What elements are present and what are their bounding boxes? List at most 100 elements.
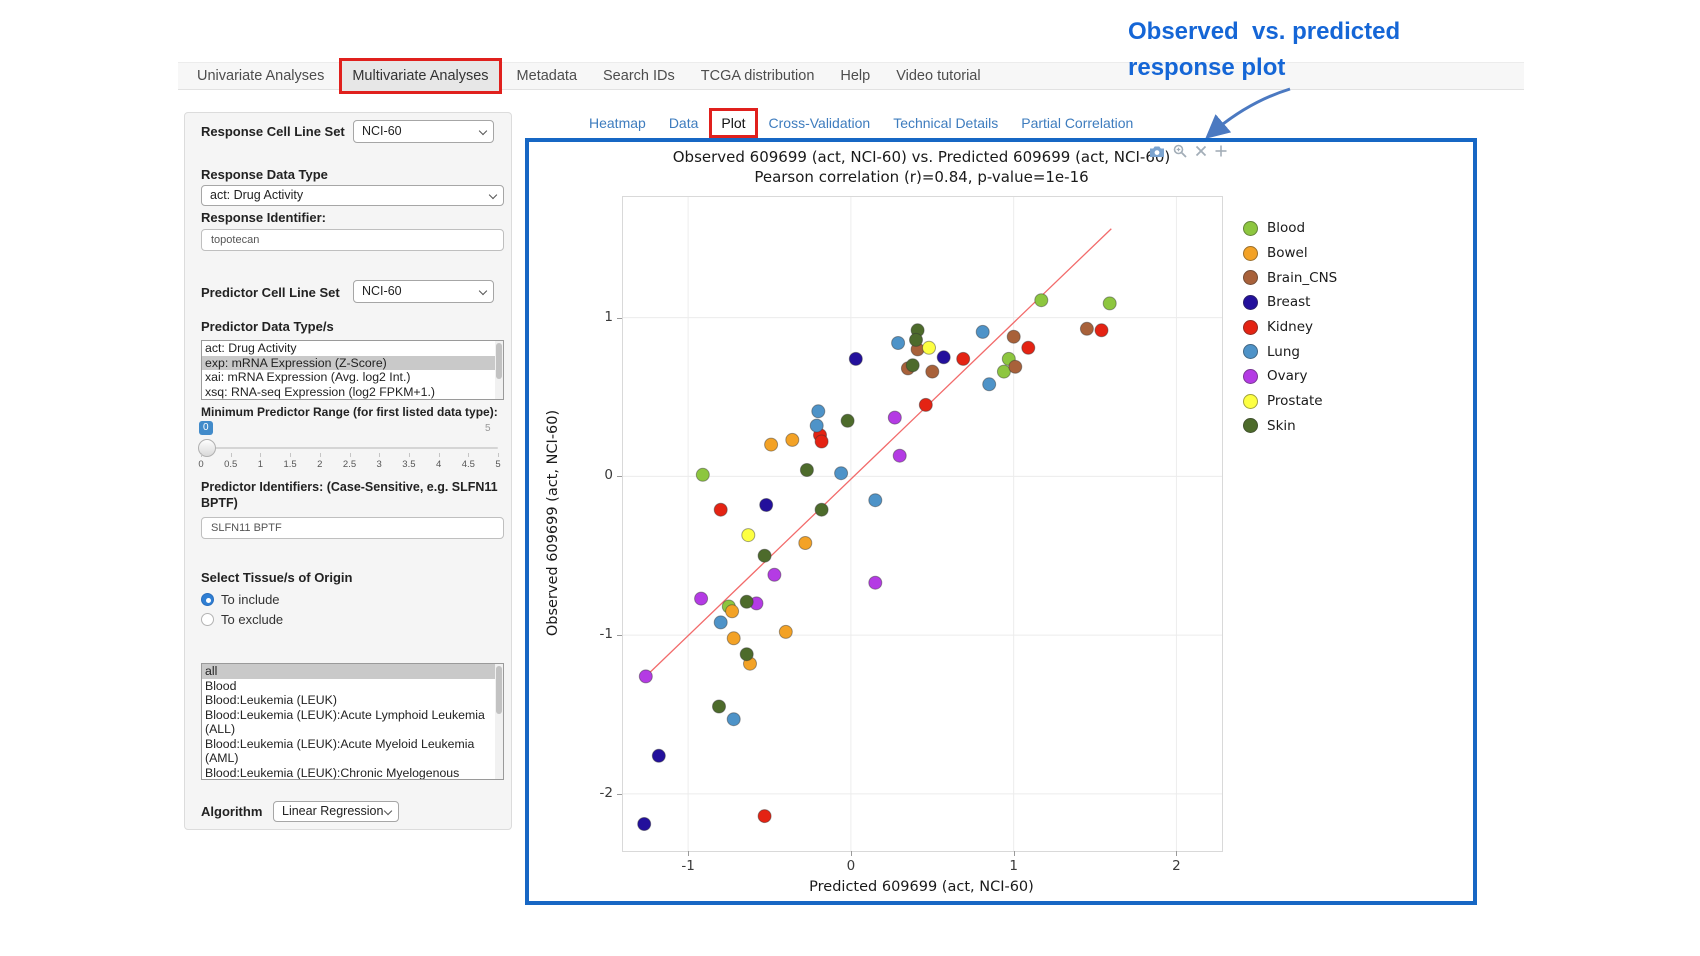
legend-item-prostate[interactable]: Prostate [1243, 389, 1337, 414]
response-cell-line-set-label: Response Cell Line Set [201, 124, 345, 139]
zoom-icon[interactable] [1173, 144, 1187, 158]
data-point-bowel [798, 536, 813, 550]
data-point-brain-cns [925, 364, 940, 379]
scrollbar[interactable] [495, 664, 503, 779]
legend-item-breast[interactable]: Breast [1243, 290, 1337, 315]
nav-item-multivariate-analyses[interactable]: Multivariate Analyses [339, 58, 502, 94]
list-option[interactable]: Blood:Leukemia (LEUK):Acute Lymphoid Leu… [205, 707, 485, 737]
data-point-kidney [757, 809, 772, 824]
legend-item-kidney[interactable]: Kidney [1243, 315, 1337, 340]
nav-item-search-ids[interactable]: Search IDs [603, 68, 675, 84]
response-data-type-value: act: Drug Activity [210, 188, 304, 202]
data-point-lung [868, 493, 883, 508]
nav-item-univariate-analyses[interactable]: Univariate Analyses [197, 68, 325, 84]
predictor-cell-line-set-value: NCI-60 [362, 284, 402, 298]
slider-tick-label: 0 [198, 459, 204, 470]
list-option[interactable]: Blood:Leukemia (LEUK):Chronic Myelogenou… [205, 765, 460, 780]
legend-item-brain-cns[interactable]: Brain_CNS [1243, 265, 1337, 290]
data-point-breast [637, 817, 652, 831]
data-point-skin [739, 647, 754, 662]
legend-item-blood[interactable]: Blood [1243, 216, 1337, 241]
data-point-bowel [778, 624, 793, 639]
data-point-breast [936, 350, 951, 365]
radio-to-exclude[interactable]: To exclude [201, 609, 283, 629]
legend-item-ovary[interactable]: Ovary [1243, 364, 1337, 389]
data-point-lung [726, 712, 741, 727]
data-point-skin [739, 594, 754, 609]
y-tick-label: 1 [604, 308, 613, 325]
legend-label: Lung [1267, 343, 1300, 360]
list-option[interactable]: act: Drug Activity [205, 341, 297, 355]
legend-item-bowel[interactable]: Bowel [1243, 241, 1337, 266]
list-option[interactable]: Blood:Leukemia (LEUK) [205, 693, 337, 707]
chevron-down-icon [488, 190, 498, 200]
algorithm-select[interactable]: Linear Regression [273, 801, 399, 822]
radio-button-icon[interactable] [201, 612, 214, 626]
response-cell-line-set-select[interactable]: NCI-60 [353, 120, 494, 143]
legend-item-lung[interactable]: Lung [1243, 339, 1337, 364]
nav-item-video-tutorial[interactable]: Video tutorial [896, 68, 981, 84]
legend-item-skin[interactable]: Skin [1243, 414, 1337, 439]
annotation-line1: Observed vs. predicted [1128, 18, 1401, 45]
data-point-bowel [764, 437, 779, 452]
tab-data[interactable]: Data [668, 115, 699, 131]
response-identifier-input[interactable]: topotecan [201, 229, 504, 251]
chart-title: Observed 609699 (act, NCI-60) vs. Predic… [672, 148, 1171, 166]
list-option[interactable]: xai: mRNA Expression (Avg. log2 Int.) [205, 370, 411, 384]
chevron-down-icon [478, 286, 488, 296]
close-icon[interactable] [1195, 145, 1207, 157]
list-option[interactable]: all [202, 664, 495, 679]
data-point-ovary [694, 591, 709, 606]
radio-button-icon[interactable] [201, 592, 214, 606]
tab-technical-details[interactable]: Technical Details [893, 115, 999, 131]
response-identifier-label: Response Identifier: [201, 210, 326, 225]
data-point-skin [814, 502, 829, 517]
predictor-identifiers-input[interactable]: SLFN11 BPTF [201, 517, 504, 539]
nav-item-tcga-distribution[interactable]: TCGA distribution [700, 68, 815, 84]
annotation-text: Observed vs. predicted response plot [1128, 14, 1400, 86]
predictor-cell-line-set-select[interactable]: NCI-60 [353, 280, 494, 303]
data-point-kidney [1094, 323, 1109, 338]
legend-dot-icon [1243, 418, 1258, 434]
legend-dot-icon [1243, 245, 1258, 261]
legend-dot-icon [1243, 393, 1258, 409]
algorithm-label: Algorithm [201, 804, 263, 819]
data-point-ovary [887, 410, 902, 425]
data-point-kidney [918, 397, 933, 412]
radio-to-include[interactable]: To include [201, 589, 283, 609]
tab-partial-correlation[interactable]: Partial Correlation [1021, 115, 1134, 131]
data-point-breast [651, 748, 666, 763]
nav-item-help[interactable]: Help [840, 68, 871, 84]
camera-icon[interactable] [1149, 145, 1165, 158]
slider-handle[interactable] [198, 439, 216, 457]
list-option[interactable]: exp: mRNA Expression (Z-Score) [202, 355, 495, 370]
data-point-kidney [814, 434, 829, 449]
crosshair-icon[interactable] [1215, 145, 1227, 157]
slider-tick-label: 3 [376, 459, 382, 470]
data-point-lung [982, 377, 997, 392]
radio-label: To exclude [221, 611, 284, 627]
slider-tick-label: 3.5 [402, 459, 416, 470]
data-point-bowel [726, 631, 741, 646]
tab-plot[interactable]: Plot [709, 108, 758, 138]
tab-heatmap[interactable]: Heatmap [589, 115, 646, 131]
slider-track[interactable] [201, 447, 498, 449]
legend-label: Brain_CNS [1267, 269, 1338, 286]
response-data-type-label: Response Data Type [201, 167, 328, 182]
predictor-identifiers-label: Predictor Identifiers: (Case-Sensitive, … [201, 480, 498, 510]
response-data-type-select[interactable]: act: Drug Activity [201, 185, 504, 206]
list-option[interactable]: Blood:Leukemia (LEUK):Acute Myeloid Leuk… [205, 736, 475, 766]
tissue-origin-label: Select Tissue/s of Origin [201, 570, 353, 585]
x-tick-label: -1 [681, 858, 695, 874]
data-point-breast [848, 351, 863, 366]
control-panel: Response Cell Line Set NCI-60 Response D… [184, 112, 512, 830]
tab-cross-validation[interactable]: Cross-Validation [768, 115, 871, 131]
nav-item-metadata[interactable]: Metadata [516, 68, 578, 84]
data-point-skin [712, 699, 726, 714]
data-point-ovary [892, 448, 907, 463]
scrollbar[interactable] [495, 341, 503, 399]
list-option[interactable]: Blood [205, 678, 237, 693]
plot-canvas[interactable] [623, 197, 1222, 851]
list-option[interactable]: xsq: RNA-seq Expression (log2 FPKM+1.) [205, 384, 435, 399]
slider-tick-label: 1 [257, 459, 264, 470]
